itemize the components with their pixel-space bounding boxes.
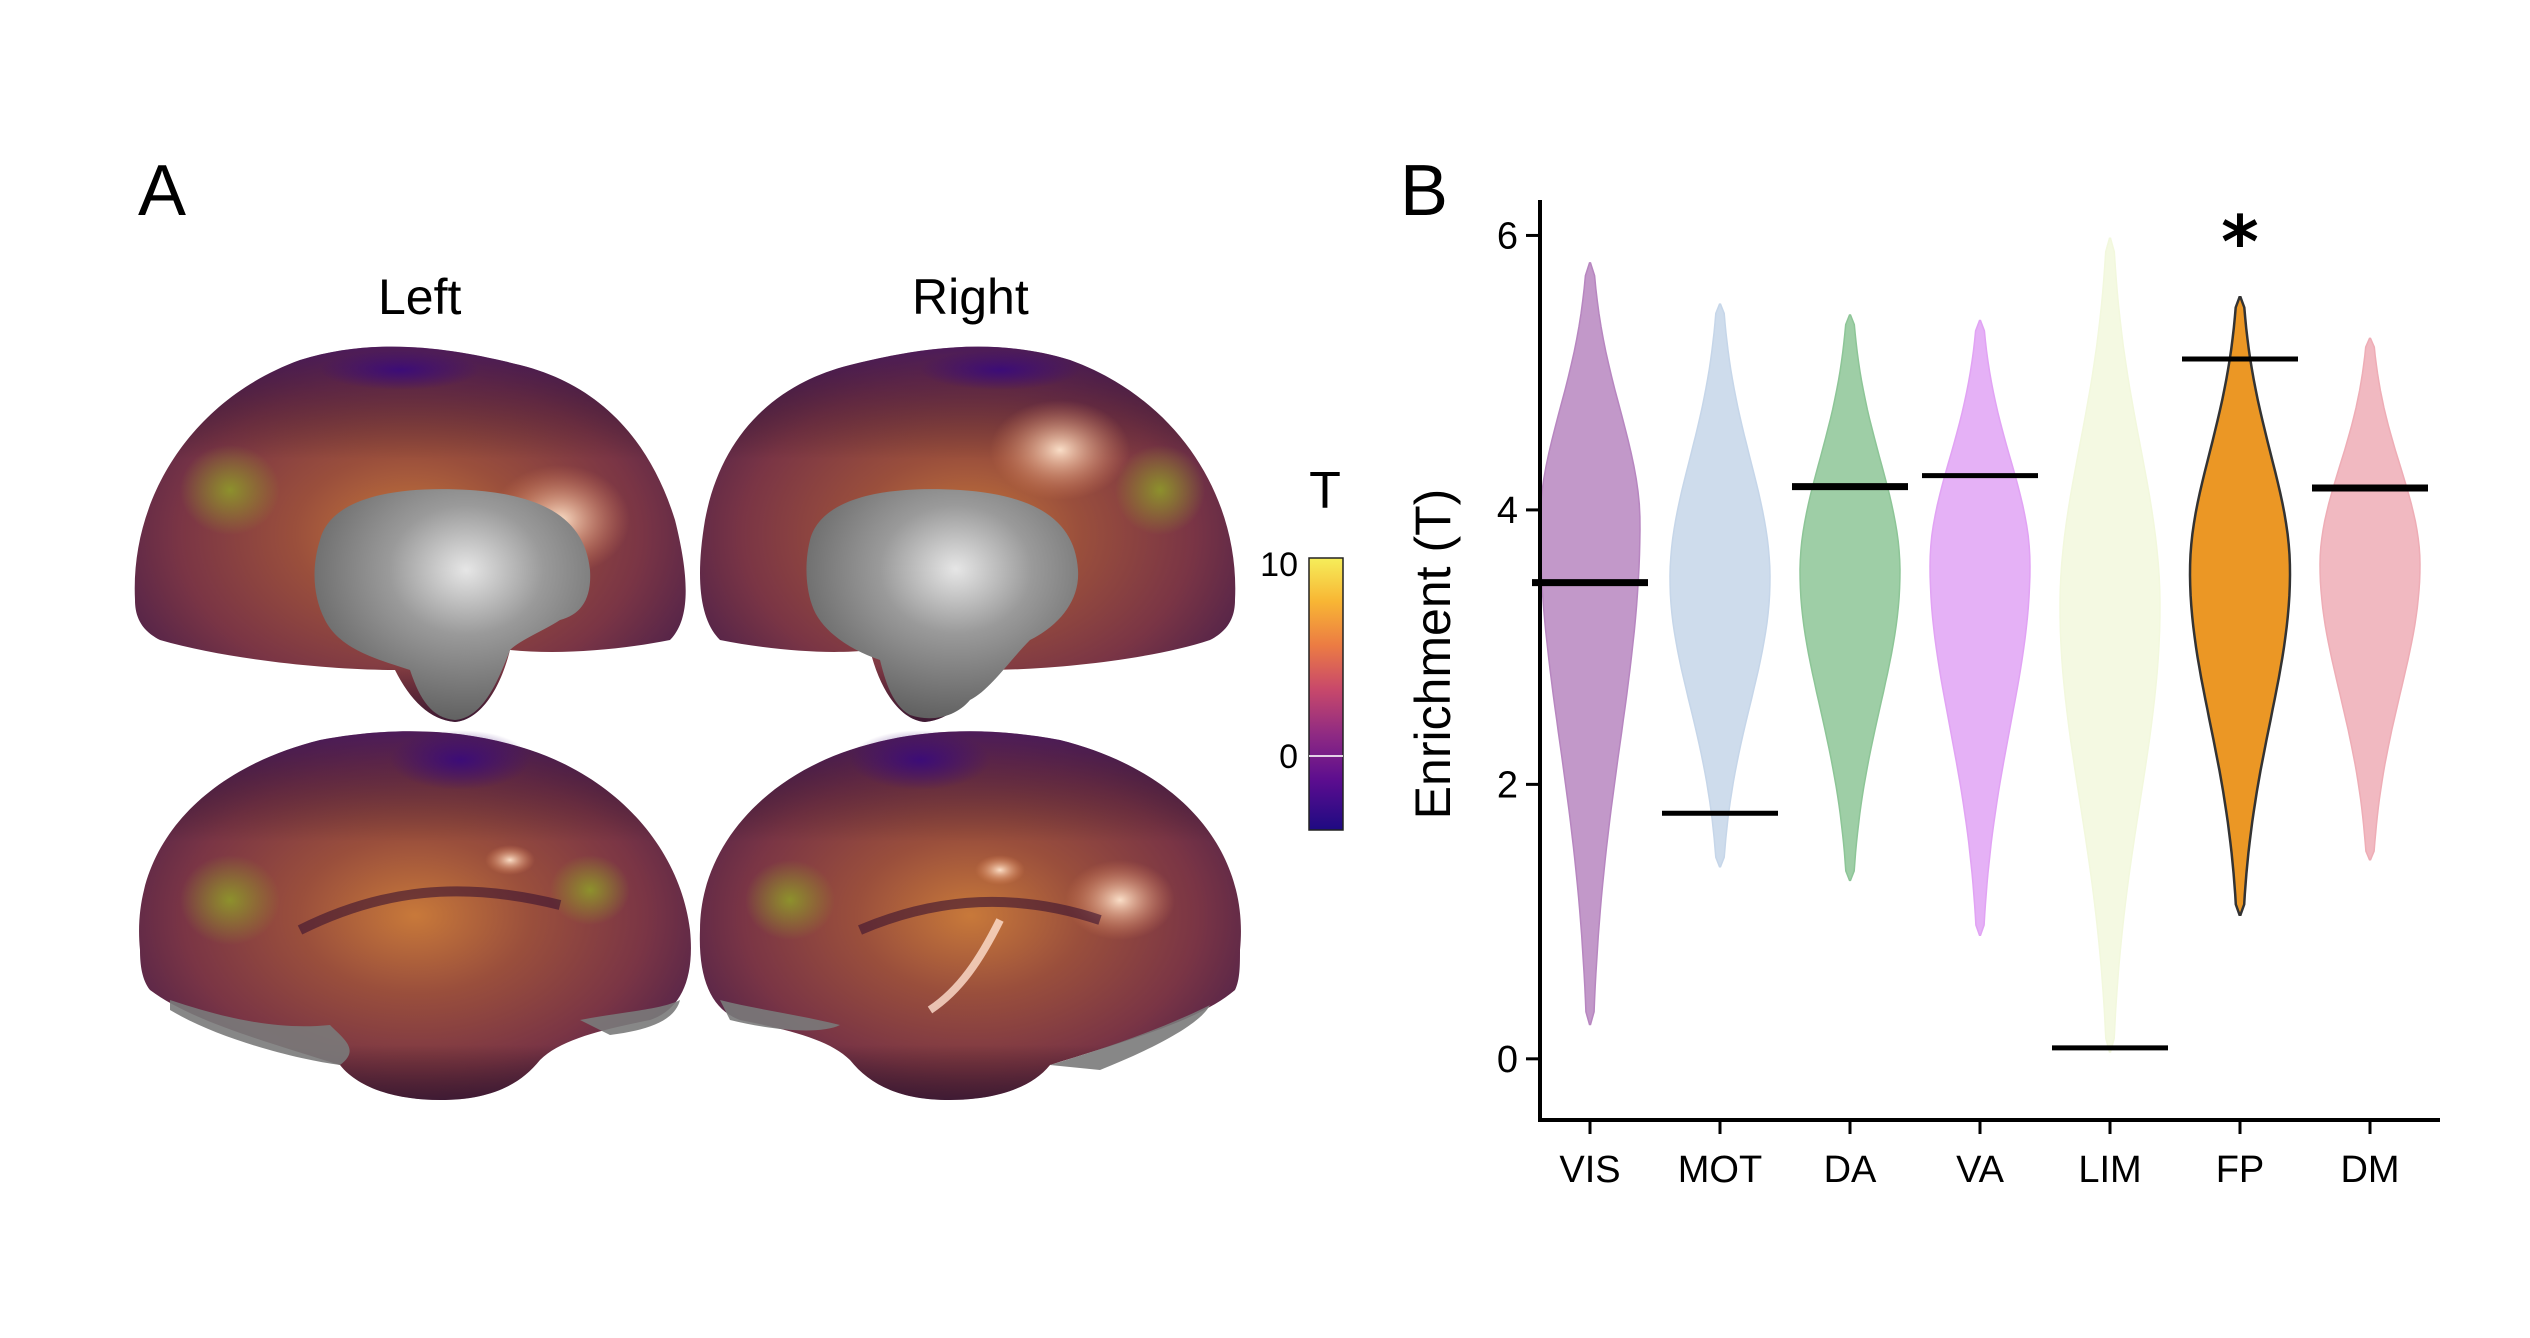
x-tick-label-fp: FP <box>2216 1149 2265 1191</box>
x-tick-label-mot: MOT <box>1678 1149 1762 1191</box>
y-tick-label: 2 <box>1497 764 1518 806</box>
violin-fp <box>2188 295 2292 916</box>
colorbar-gradient <box>1308 557 1344 831</box>
panel-b-label: B <box>1400 151 1449 231</box>
right-medial-surface <box>700 346 1236 722</box>
x-tick-label-lim: LIM <box>2078 1149 2141 1191</box>
violin-dm <box>2319 337 2421 861</box>
x-tick-label-dm: DM <box>2340 1149 2399 1191</box>
left-hemisphere-label: Left <box>378 269 462 325</box>
left-lateral-surface <box>139 730 691 1100</box>
colorbar-max-label: 10 <box>1260 546 1298 584</box>
enrichment-violin-chart: 0 2 4 6 VIS MOT DA VA LIM FP DM Enrichment (T) * <box>1405 200 2440 1191</box>
left-medial-surface <box>134 346 686 722</box>
y-tick-label: 4 <box>1497 490 1518 532</box>
colorbar-zero-label: 0 <box>1279 738 1298 776</box>
colorbar-title: T <box>1309 462 1341 520</box>
observed-lines <box>1532 356 2428 1051</box>
violin-da <box>1799 314 1901 882</box>
panel-a-label: A <box>138 151 187 231</box>
y-axis-label: Enrichment (T) <box>1405 489 1461 820</box>
y-tick-label: 6 <box>1497 215 1518 257</box>
right-hemisphere-label: Right <box>912 269 1029 325</box>
x-tick-label-vis: VIS <box>1559 1149 1620 1191</box>
colorbar: T 10 0 <box>1260 462 1344 831</box>
x-tick-label-va: VA <box>1956 1149 2005 1191</box>
violin-lim <box>2059 237 2161 1053</box>
x-tick-label-da: DA <box>1824 1149 1877 1191</box>
violin-va <box>1929 319 2031 937</box>
violin-mot <box>1669 303 1771 868</box>
significance-asterisk: * <box>2221 200 2259 284</box>
violin-vis <box>1539 262 1641 1026</box>
y-tick-label: 0 <box>1497 1039 1518 1081</box>
x-axis-ticks: VIS MOT DA VA LIM FP DM <box>1559 1120 2400 1191</box>
y-axis-ticks: 0 2 4 6 <box>1497 215 1540 1081</box>
right-lateral-surface <box>699 730 1241 1100</box>
brain-surface-maps: T 10 0 <box>134 346 1344 1100</box>
